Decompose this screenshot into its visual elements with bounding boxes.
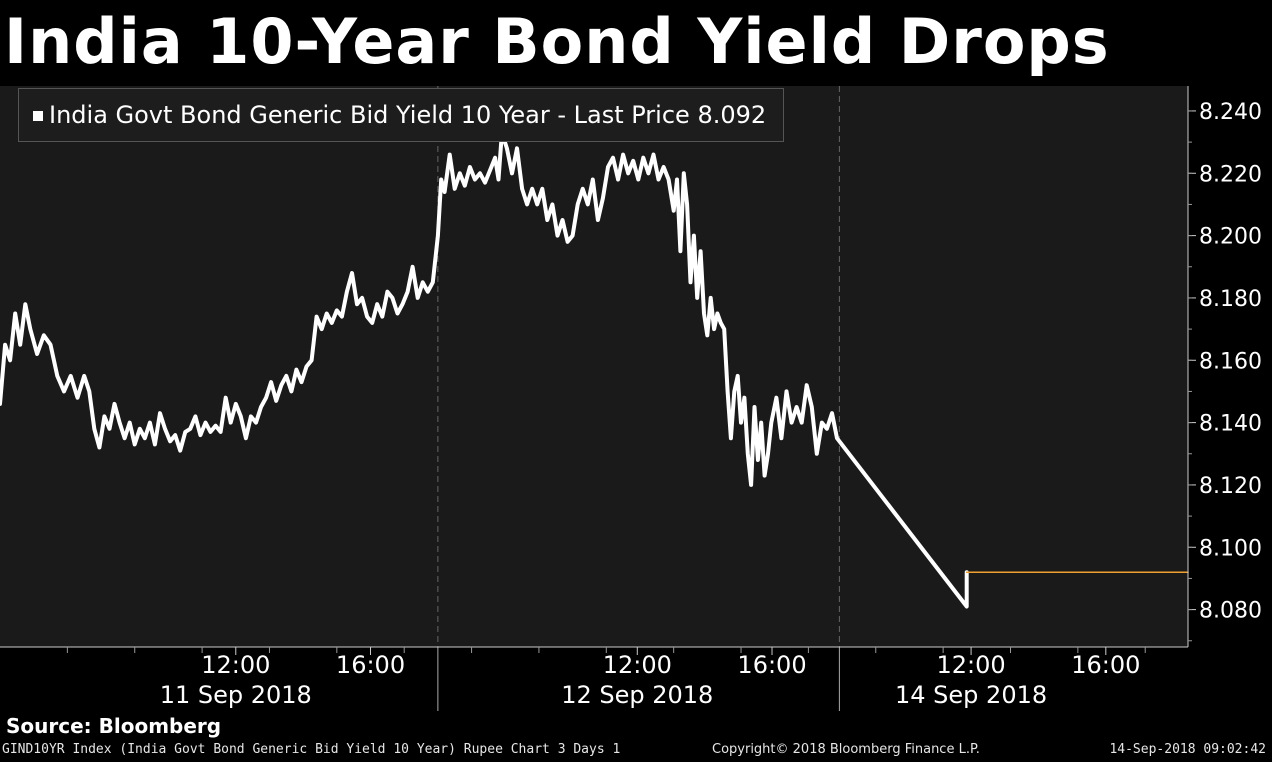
legend-swatch [33, 111, 43, 121]
y-axis: 8.080 8.100 8.120 8.140 8.160 8.180 8.200 8.220… [1187, 86, 1262, 647]
y-tick-label-6: 8.200 [1199, 225, 1262, 250]
x-axis-background [0, 647, 1188, 711]
x-tick-label-2: 12:00 [603, 651, 672, 679]
x-tick-label-5: 16:00 [1071, 651, 1140, 679]
y-tick-label-7: 8.220 [1199, 162, 1262, 187]
series-layer [0, 130, 1189, 609]
x-tick-label-4: 12:00 [936, 651, 1005, 679]
y-tick-label-2: 8.120 [1199, 474, 1262, 499]
legend-text: India Govt Bond Generic Bid Yield 10 Yea… [49, 101, 766, 129]
legend-label: India Govt Bond Generic Bid Yield 10 Yea… [49, 101, 690, 129]
legend-last-price: 8.092 [697, 101, 767, 129]
x-day-label-1: 12 Sep 2018 [561, 681, 713, 709]
source-label: Source: Bloomberg [6, 714, 222, 738]
series-line-0 [0, 130, 969, 609]
y-tick-label-3: 8.140 [1199, 412, 1262, 437]
y-tick-label-4: 8.160 [1199, 349, 1262, 374]
legend: India Govt Bond Generic Bid Yield 10 Yea… [18, 88, 784, 142]
x-day-label-2: 14 Sep 2018 [895, 681, 1047, 709]
x-day-label-0: 11 Sep 2018 [160, 681, 312, 709]
x-axis: 12:00 16:00 12:00 16:00 12:00 16:00 11 Sep 201… [0, 646, 1188, 709]
footer-timestamp: 14-Sep-2018 09:02:42 [1109, 742, 1266, 757]
x-tick-label-1: 16:00 [336, 651, 405, 679]
x-tick-label-3: 16:00 [737, 651, 806, 679]
grid-layer [437, 86, 840, 711]
footer-copyright: Copyright© 2018 Bloomberg Finance L.P. [712, 742, 980, 757]
y-tick-label-5: 8.180 [1199, 287, 1262, 312]
y-tick-label-8: 8.240 [1199, 100, 1262, 125]
footer-index-description: GIND10YR Index (India Govt Bond Generic … [2, 742, 621, 757]
x-tick-label-0: 12:00 [201, 651, 270, 679]
y-tick-label-0: 8.080 [1199, 599, 1262, 624]
plot-background [0, 86, 1188, 647]
y-tick-label-1: 8.100 [1199, 536, 1262, 561]
chart-title: India 10-Year Bond Yield Drops [4, 5, 1110, 78]
